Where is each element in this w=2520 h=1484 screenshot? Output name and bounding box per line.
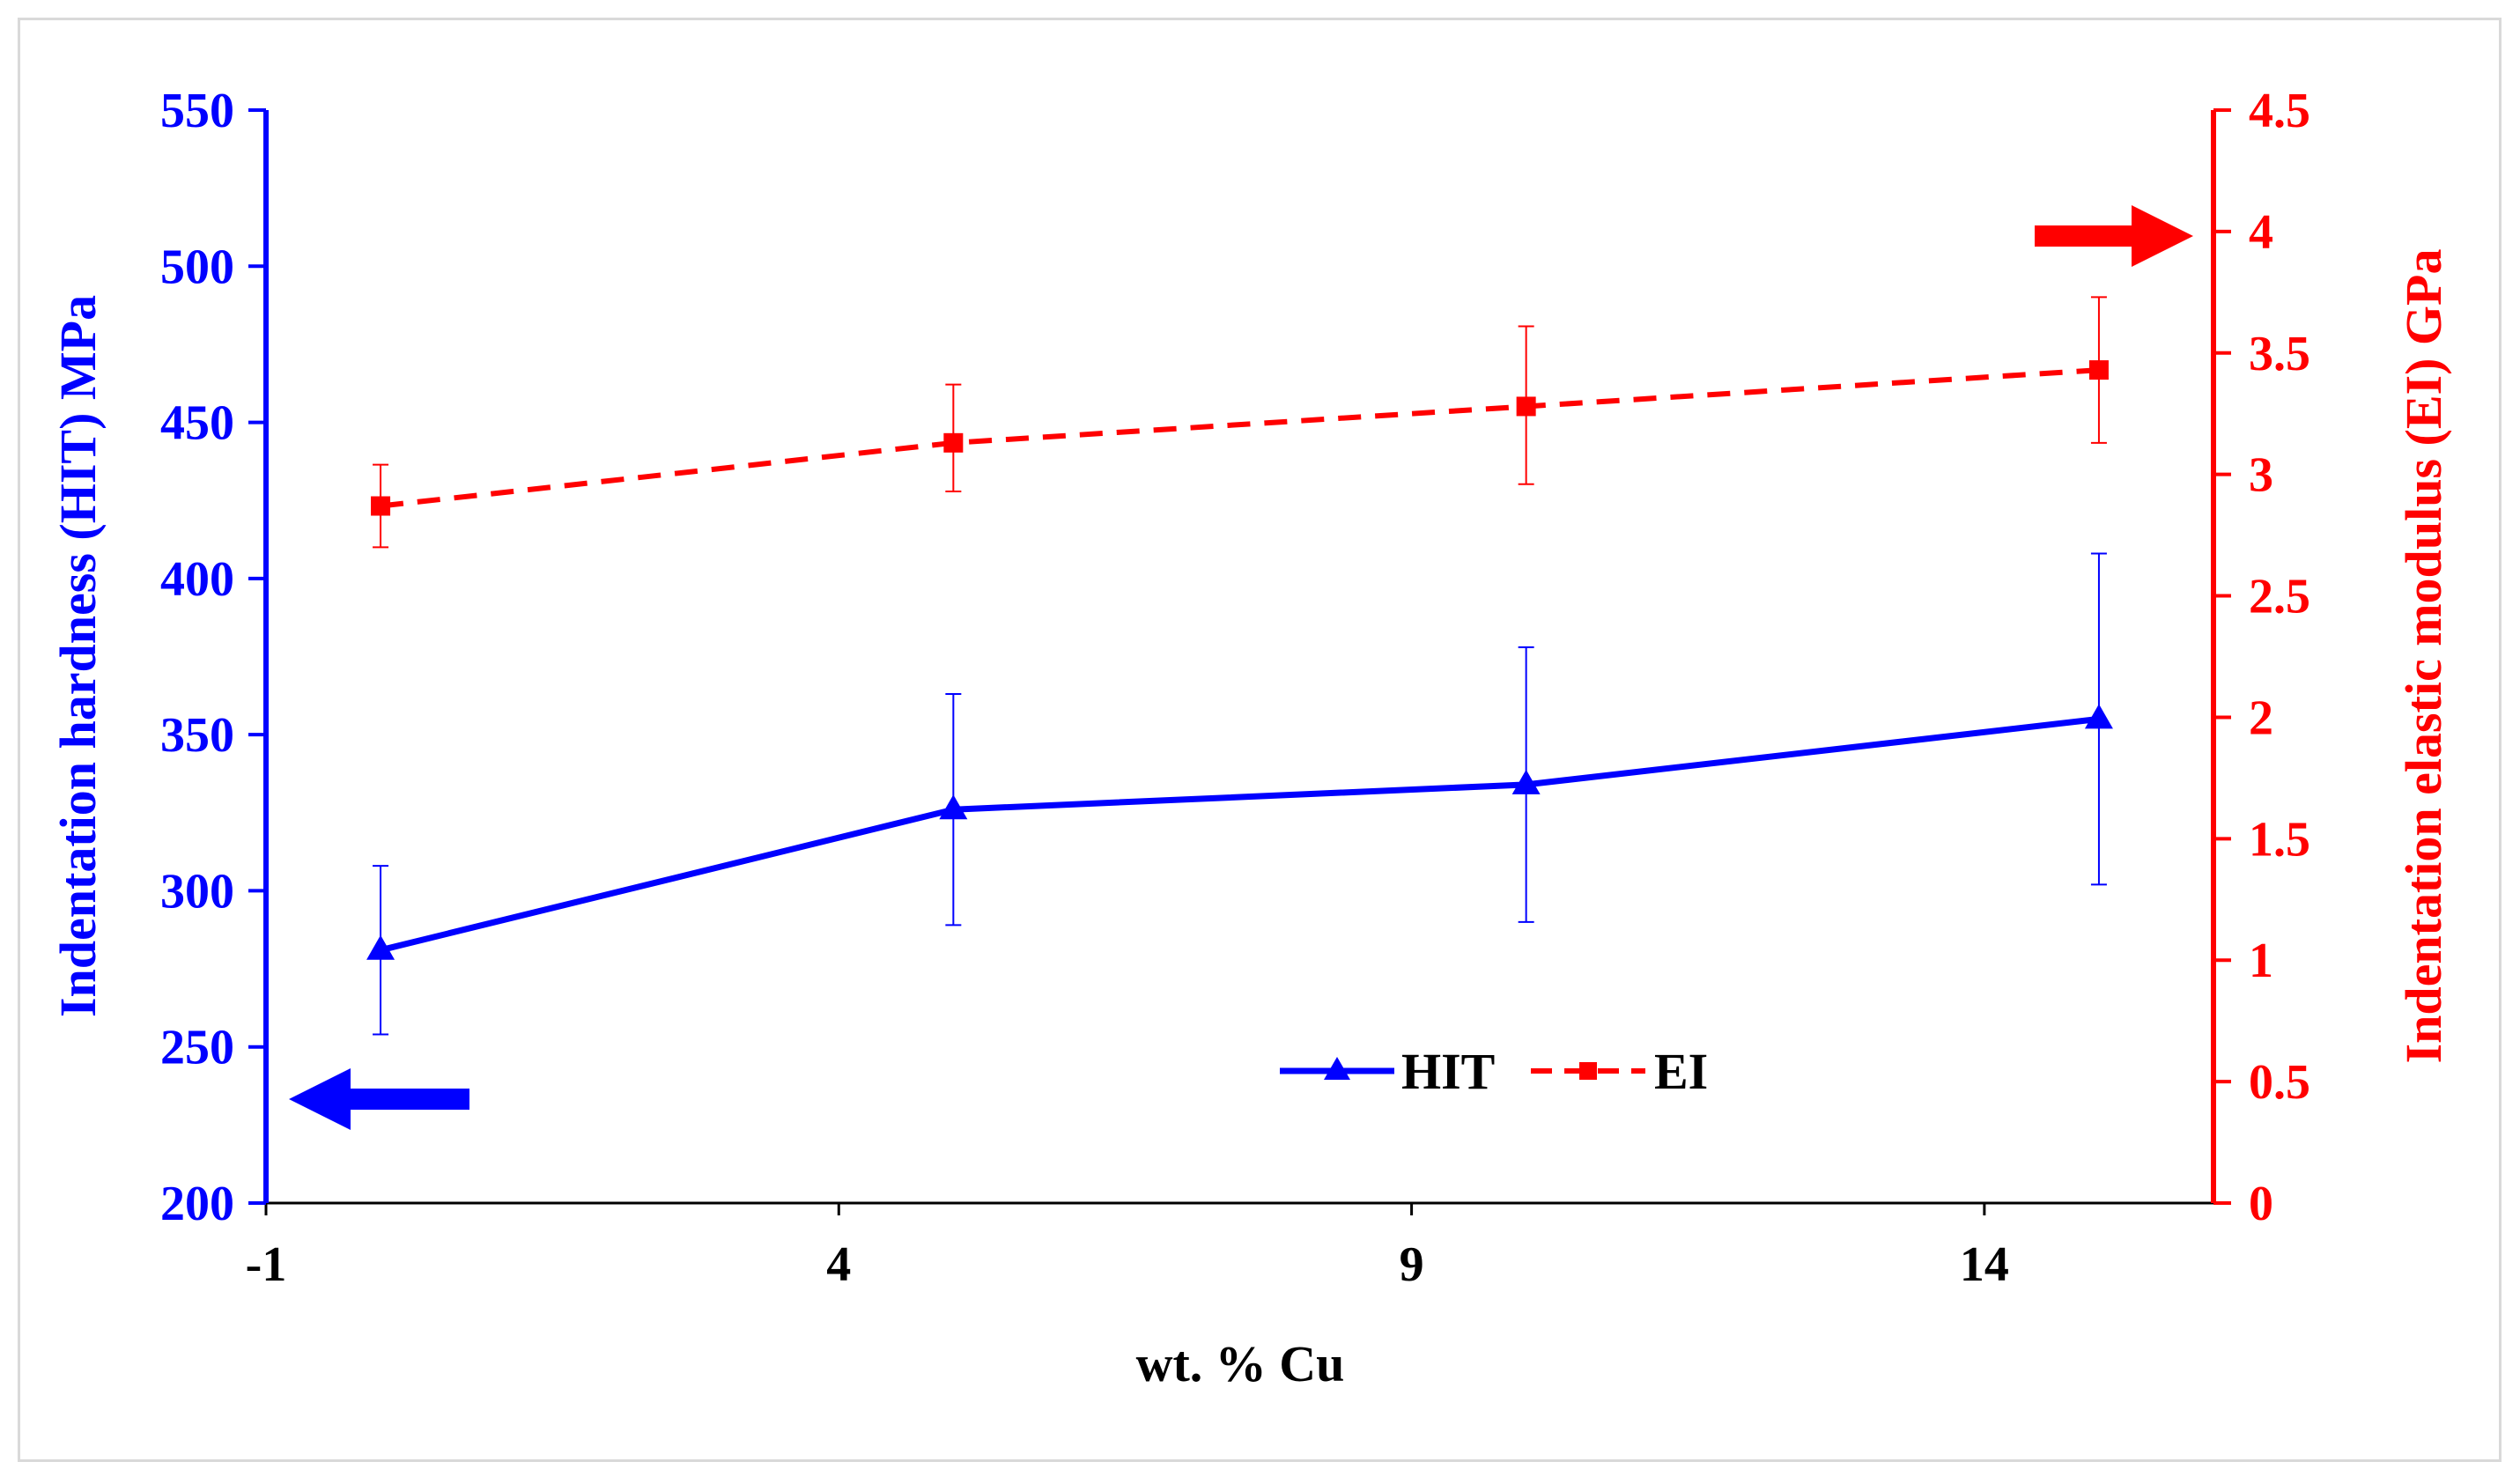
left-y-tick-label: 350 [160, 708, 234, 763]
legend-hit-label: HIT [1401, 1043, 1495, 1100]
series-markers [366, 360, 2113, 960]
hit-point [1511, 769, 1541, 794]
ei-point [371, 496, 391, 516]
legend-item-hit: HIT [1280, 1043, 1495, 1100]
left-y-tick-label: 550 [160, 84, 234, 138]
left-y-tick-label: 300 [160, 864, 234, 919]
x-axis-label: wt. % Cu [1136, 1335, 1345, 1392]
right-y-ticks: 0 0.5 1 1.5 2 2.5 3 3.5 4 4.5 [2213, 84, 2310, 1231]
chart-frame: -1 4 9 14 200 250 300 350 400 450 500 550 0 0.5 1 1.5… [18, 18, 2502, 1462]
ei-point [2088, 360, 2109, 380]
x-tick-label: -1 [246, 1237, 287, 1292]
right-y-tick-label: 0.5 [2249, 1055, 2310, 1110]
error-bars [373, 296, 2107, 1036]
ei-point [1516, 396, 1536, 417]
left-y-tick-label: 500 [160, 240, 234, 294]
left-y-axis-label: Indentation hardness (HIT) MPa [49, 295, 107, 1017]
x-tick-label: 9 [1400, 1237, 1424, 1292]
ei-series-line [380, 367, 2100, 509]
left-y-tick-label: 450 [160, 396, 234, 451]
right-y-tick-label: 2 [2249, 690, 2273, 745]
right-y-tick-label: 3 [2249, 448, 2273, 503]
hit-point [939, 794, 968, 820]
ei-point [943, 432, 964, 453]
left-y-tick-label: 400 [160, 552, 234, 607]
axes [263, 110, 2216, 1205]
right-axis-arrow-icon [2035, 205, 2193, 267]
right-y-tick-label: 4.5 [2249, 84, 2310, 138]
left-y-tick-label: 250 [160, 1021, 234, 1075]
x-tick-label: 4 [826, 1237, 851, 1292]
x-ticks: -1 4 9 14 [246, 1203, 2009, 1292]
left-y-tick-label: 200 [160, 1177, 234, 1231]
left-y-ticks: 200 250 300 350 400 450 500 550 [160, 84, 266, 1231]
series-lines [380, 367, 2100, 954]
hit-point [366, 934, 395, 960]
legend-hit-triangle-icon [1324, 1057, 1350, 1080]
legend: HIT EI [1280, 1043, 1708, 1100]
chart: -1 4 9 14 200 250 300 350 400 450 500 550 0 0.5 1 1.5… [49, 84, 2452, 1392]
left-axis-arrow-icon [289, 1068, 469, 1130]
legend-ei-label: EI [1654, 1043, 1708, 1100]
legend-ei-square-icon [1579, 1062, 1597, 1080]
right-y-tick-label: 0 [2249, 1177, 2273, 1231]
right-y-tick-label: 1 [2249, 934, 2273, 988]
right-y-axis-label: Indentation elastic modulus (EI) GPa [2395, 249, 2452, 1064]
x-tick-label: 14 [1960, 1237, 2009, 1292]
right-y-tick-label: 2.5 [2249, 570, 2310, 624]
hit-point [2084, 704, 2113, 729]
legend-item-ei: EI [1531, 1043, 1708, 1100]
hit-series-line [380, 715, 2100, 954]
right-y-tick-label: 3.5 [2249, 327, 2310, 381]
right-y-tick-label: 4 [2249, 205, 2273, 260]
right-y-tick-label: 1.5 [2249, 812, 2310, 867]
